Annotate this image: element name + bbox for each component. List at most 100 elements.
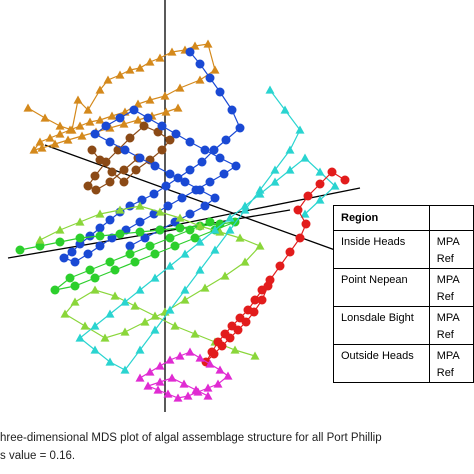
legend-status-ref: Ref [436,291,454,303]
data-point [75,233,85,243]
data-point [179,379,189,388]
data-point [95,223,105,233]
data-point [55,237,65,247]
data-point [90,285,100,294]
depth-axis [44,144,336,251]
data-point [250,295,260,305]
data-point [131,165,141,175]
data-point [200,283,210,292]
series-line [27,43,216,151]
data-point [135,373,145,382]
data-point [185,47,195,57]
figure-caption-line-1: hree-dimensional MDS plot of algal assem… [0,432,382,444]
data-point [155,207,165,216]
ordination-axes [7,0,361,412]
data-point [145,241,155,251]
data-point [173,173,183,183]
data-point [105,177,115,187]
data-point [105,215,115,225]
series-layer [15,39,350,402]
data-point [153,385,163,394]
data-point [163,389,173,398]
data-point [87,145,97,155]
data-point [180,249,190,258]
series-line [39,205,262,357]
data-point [65,273,75,283]
data-point [135,217,145,227]
data-point [125,65,135,74]
data-point [143,381,153,390]
data-point [180,285,190,294]
data-point [95,115,105,124]
data-point [177,193,187,203]
data-point [205,217,215,227]
data-point [135,63,145,72]
data-point [115,205,125,214]
data-point [70,281,80,291]
data-point [85,117,95,126]
data-point [101,121,111,131]
data-point [250,351,260,360]
data-point [301,219,311,229]
data-point [225,225,235,234]
data-point [255,189,265,198]
data-point [215,87,225,97]
data-point [155,361,165,370]
data-point [155,225,165,235]
legend-status-mpa: MPA [436,236,460,248]
data-point [280,105,290,114]
horizontal-axis-left [7,209,291,259]
data-point [150,161,160,171]
data-point [63,135,73,144]
data-point [143,113,153,123]
data-point [120,327,130,336]
data-point [35,241,45,251]
data-point [101,157,111,167]
data-point [130,257,140,267]
data-point [230,345,240,354]
data-point [200,145,210,155]
data-point [115,70,125,79]
data-point [315,167,325,176]
data-point [270,177,280,186]
legend-status-mpa: MPA [436,274,460,286]
data-point [195,265,205,274]
data-point [155,53,165,62]
data-point [115,229,125,239]
data-point [195,353,205,362]
data-point [300,153,310,162]
data-point [55,121,65,130]
data-point [90,345,100,354]
data-point [190,329,200,338]
data-point [249,307,259,317]
data-point [209,145,219,155]
data-point [235,233,245,242]
data-point [225,213,235,222]
data-point [220,271,230,280]
data-point [205,177,215,187]
data-point [160,91,170,100]
data-point [73,95,83,104]
data-point [235,123,245,133]
data-point [165,169,175,179]
data-point [210,225,220,234]
data-point [180,177,190,187]
data-point [105,137,115,147]
data-point [315,195,325,204]
data-point [165,305,175,314]
data-point [95,231,105,241]
legend-status-mpa: MPA [436,350,460,362]
legend-status-cell: MPA Ref [428,306,474,345]
data-point [195,75,205,84]
figure-caption-line-2: s value = 0.16. [0,450,76,462]
data-point [219,169,229,179]
data-point [90,273,100,283]
data-point [163,201,173,211]
data-point [135,201,145,210]
data-point [29,145,39,154]
data-point [195,59,205,69]
data-point [59,253,69,263]
data-point [55,129,65,138]
data-point [203,39,213,48]
data-point [23,103,33,112]
